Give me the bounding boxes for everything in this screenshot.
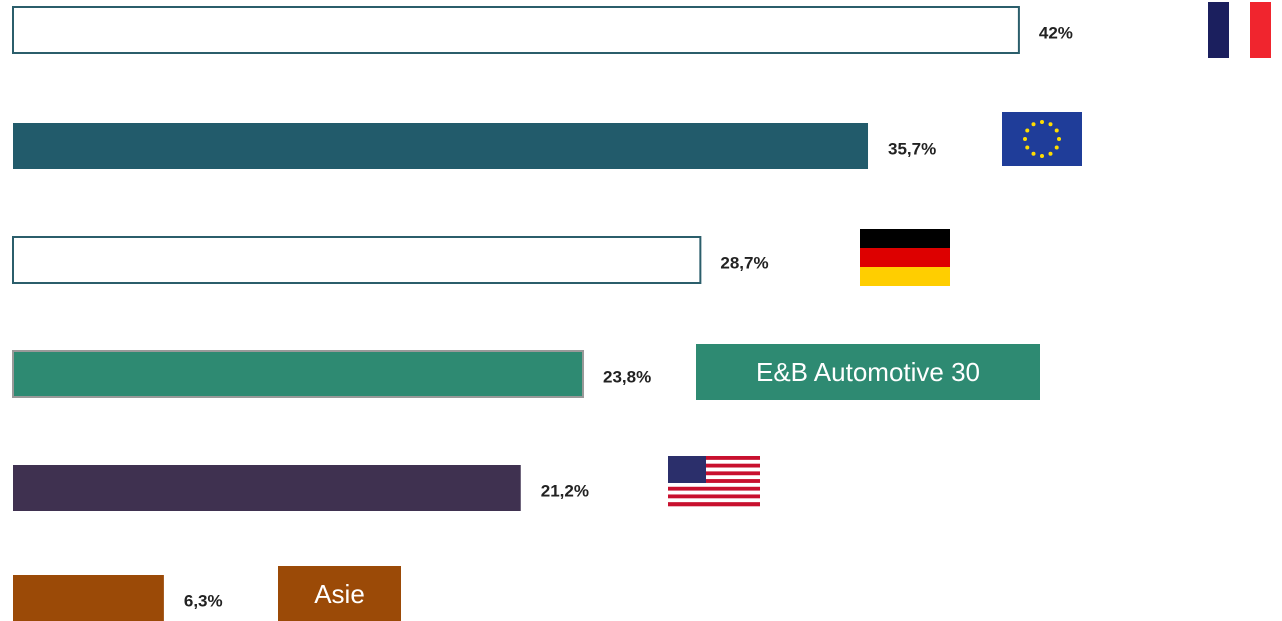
stripe	[668, 471, 760, 476]
star	[1031, 122, 1036, 127]
star	[1048, 151, 1053, 156]
star	[1025, 128, 1030, 133]
category-label: Asie	[314, 579, 365, 609]
star	[1031, 151, 1036, 156]
value-label: 42%	[1039, 23, 1073, 42]
value-label: 23,8%	[603, 367, 651, 386]
flag-germany	[860, 229, 950, 286]
bar	[12, 6, 1020, 54]
star	[1023, 137, 1027, 141]
flag-eu	[1002, 112, 1082, 166]
flag-france	[1208, 2, 1271, 58]
stripe	[668, 482, 760, 488]
stripe	[668, 494, 760, 499]
star	[1054, 128, 1059, 133]
bar	[13, 575, 164, 621]
category-box	[696, 344, 1040, 400]
bar	[12, 350, 585, 398]
star	[1025, 145, 1030, 150]
stripe	[668, 502, 760, 507]
value-label: 21,2%	[541, 481, 589, 500]
star	[1057, 137, 1061, 141]
star	[1054, 145, 1059, 150]
stripe	[668, 459, 760, 464]
stripe	[668, 490, 760, 495]
value-label: 35,7%	[888, 139, 936, 158]
stripe	[668, 467, 760, 472]
bar	[12, 236, 702, 284]
stripe	[668, 475, 760, 480]
value-label: 28,7%	[720, 253, 768, 272]
star	[1048, 122, 1053, 127]
bar	[13, 465, 521, 511]
star	[1040, 120, 1044, 124]
canton	[668, 456, 706, 483]
value-label: 6,3%	[184, 591, 223, 610]
category-box	[278, 566, 401, 621]
bar	[13, 123, 869, 169]
stripe	[668, 486, 760, 491]
star	[1040, 154, 1044, 158]
flag-usa	[668, 456, 760, 507]
stripe	[668, 463, 760, 468]
stripe	[668, 456, 760, 461]
stripe	[668, 498, 760, 503]
category-label: E&B Automotive 30	[756, 357, 980, 387]
stripe	[668, 479, 760, 484]
